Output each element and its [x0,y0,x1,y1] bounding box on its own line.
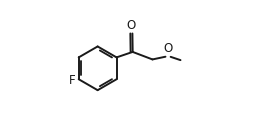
Text: O: O [127,19,136,32]
Text: O: O [164,42,173,55]
Text: F: F [69,74,76,87]
